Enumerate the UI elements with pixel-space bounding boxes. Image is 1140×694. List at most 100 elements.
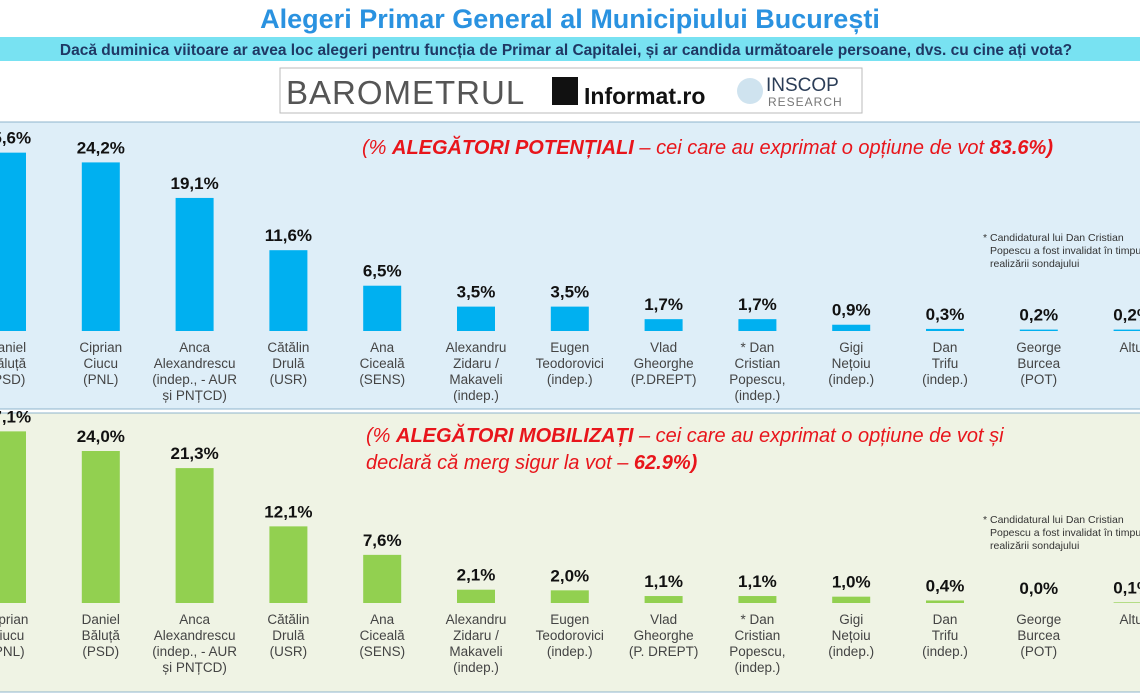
annotation-part: 83.6%): [990, 137, 1054, 159]
category-label: Vlad: [650, 612, 677, 627]
category-label: Trifu: [932, 628, 959, 643]
annotation-part: declară că merg sigur la vot –: [366, 452, 634, 474]
value-label: 24,2%: [77, 138, 125, 157]
bar: [550, 590, 589, 603]
category-label: (P. DREPT): [629, 644, 699, 659]
category-label: George: [1016, 340, 1061, 355]
category-label: (indep.): [547, 372, 593, 387]
value-label: 0,1%: [1113, 578, 1140, 597]
category-label: (PNL): [0, 644, 25, 659]
category-label: (indep.): [547, 644, 593, 659]
bar: [175, 197, 214, 331]
category-label: Popescu,: [729, 644, 785, 659]
bar: [644, 596, 683, 603]
value-label: 3,5%: [550, 283, 589, 302]
footnote: Popescu a fost invalidat în timpul: [990, 245, 1140, 257]
category-label: Ciprian: [0, 612, 28, 627]
category-label: Alexandrescu: [154, 356, 236, 371]
footnote: Popescu a fost invalidat în timpul: [990, 527, 1140, 539]
category-label: Ciucu: [0, 628, 24, 643]
category-label: (USR): [270, 372, 308, 387]
bar: [457, 306, 495, 331]
bar: [81, 451, 120, 603]
category-label: (indep., - AUR: [152, 372, 237, 387]
category-label: Nețoiu: [832, 356, 871, 371]
annotation-part: ALEGĂTORI POTENȚIALI: [391, 136, 634, 159]
category-label: Ana: [370, 340, 395, 355]
value-label: 0,3%: [926, 305, 965, 324]
value-label: 11,6%: [265, 226, 312, 245]
bar: [832, 324, 871, 331]
category-label: Trifu: [932, 356, 959, 371]
value-label: 0,9%: [832, 301, 871, 320]
category-label: Dan: [933, 340, 958, 355]
subtitle-band: [0, 37, 1140, 61]
category-label: Teodorovici: [536, 356, 604, 371]
category-label: Eugen: [550, 340, 589, 355]
footnote: * Candidatural lui Dan Cristian: [983, 232, 1124, 244]
category-label: Teodorovici: [536, 628, 604, 643]
footnote: realizării sondajului: [990, 540, 1079, 552]
category-label: Gigi: [839, 612, 863, 627]
value-label: 1,0%: [832, 573, 871, 592]
category-label: Cătălin: [267, 612, 309, 627]
value-label: 24,0%: [77, 427, 125, 446]
category-label: (indep.): [828, 644, 874, 659]
category-label: Alexandrescu: [154, 628, 236, 643]
category-label: Vlad: [650, 340, 677, 355]
value-label: 19,1%: [170, 174, 218, 193]
bar: [269, 526, 308, 603]
category-label: Gigi: [839, 340, 863, 355]
category-label: Băluță: [0, 356, 27, 371]
category-label: (indep., - AUR: [152, 644, 237, 659]
annotation: (% ALEGĂTORI MOBILIZAȚI – cei care au ex…: [366, 424, 1004, 447]
value-label: 6,5%: [363, 262, 402, 281]
category-label: Ciprian: [79, 340, 122, 355]
annotation-part: ALEGĂTORI MOBILIZAȚI: [395, 424, 634, 447]
category-label: Burcea: [1017, 628, 1060, 643]
category-label: Alexandru: [446, 340, 507, 355]
value-label: 12,1%: [264, 502, 312, 521]
category-label: (PNL): [83, 372, 118, 387]
category-label: și PNȚCD): [162, 660, 227, 675]
value-label: 27,1%: [0, 407, 31, 426]
bar: [644, 319, 683, 331]
value-label: 21,3%: [170, 444, 218, 463]
category-label: Zidaru /: [453, 356, 499, 371]
bar: [738, 319, 777, 331]
category-label: (indep.): [922, 372, 968, 387]
footnote: * Candidatural lui Dan Cristian: [983, 514, 1124, 526]
category-label: Anca: [179, 612, 210, 627]
value-label: 0,2%: [1019, 306, 1058, 325]
category-label: Drulă: [272, 356, 305, 371]
category-label: Makaveli: [449, 372, 502, 387]
bar: [363, 554, 402, 603]
bar: [1113, 602, 1140, 603]
annotation-part: – cei care au exprimat o opțiune de vot …: [633, 425, 1004, 447]
bar: [926, 328, 964, 331]
bar: [0, 152, 26, 331]
logo-research: RESEARCH: [768, 95, 843, 109]
value-label: 0,0%: [1019, 579, 1058, 598]
category-label: Băluță: [82, 628, 121, 643]
bar: [1019, 329, 1058, 331]
value-label: 2,1%: [457, 566, 496, 585]
bar: [550, 306, 589, 331]
category-label: Eugen: [550, 612, 589, 627]
category-label: și PNȚCD): [162, 388, 227, 403]
bar: [81, 162, 120, 331]
category-label: Cristian: [735, 628, 781, 643]
category-label: (indep.): [453, 388, 499, 403]
category-label: Ana: [370, 612, 395, 627]
category-label: Ciceală: [360, 356, 406, 371]
category-label: (SENS): [359, 644, 405, 659]
logo-barometrul: BAROMETRUL: [286, 74, 525, 111]
category-label: Anca: [179, 340, 210, 355]
bar: [175, 468, 214, 603]
bar: [832, 596, 871, 603]
category-label: (PSD): [82, 644, 119, 659]
category-label: Burcea: [1017, 356, 1060, 371]
bar: [0, 431, 26, 603]
category-label: * Dan: [741, 612, 775, 627]
